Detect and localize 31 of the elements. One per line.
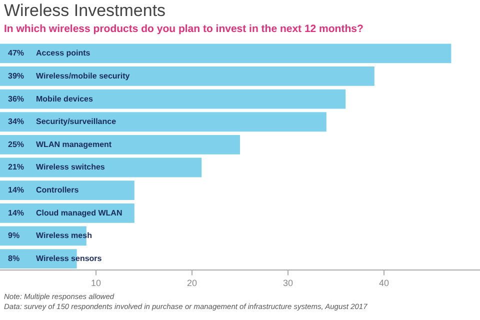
- bar: [0, 158, 202, 178]
- data-label: 14%: [8, 186, 24, 195]
- data-label: 9%: [8, 231, 20, 240]
- data-label: 47%: [8, 48, 24, 58]
- bar: [0, 112, 326, 132]
- data-label: 36%: [8, 94, 24, 104]
- y-tick-label: Mobile devices: [36, 94, 94, 104]
- data-label: 39%: [8, 71, 24, 80]
- y-tick-label: Security/surveillance: [36, 117, 117, 126]
- bar: [0, 180, 134, 200]
- y-tick-label: Wireless/mobile security: [36, 71, 130, 80]
- data-label: 34%: [8, 117, 24, 126]
- data-label: 25%: [8, 140, 24, 149]
- y-tick-label: WLAN management: [36, 140, 112, 149]
- bar: [0, 89, 346, 109]
- x-tick-label: 30: [282, 278, 294, 288]
- data-label: 21%: [8, 162, 24, 172]
- y-tick-label: Access points: [36, 48, 91, 58]
- chart-subtitle: In which wireless products do you plan to invest in the next 12 months?: [4, 23, 364, 35]
- bar: [0, 66, 374, 86]
- data-label: 14%: [8, 208, 24, 218]
- y-tick-label: Cloud managed WLAN: [36, 208, 122, 218]
- chart-title: Wireless Investments: [4, 1, 166, 21]
- x-tick-label: 20: [186, 278, 198, 288]
- bar: [0, 134, 240, 154]
- y-tick-label: Wireless switches: [36, 162, 106, 172]
- x-tick-label: 10: [90, 278, 102, 288]
- y-tick-label: Controllers: [36, 186, 80, 195]
- data-label: 8%: [8, 254, 20, 263]
- bar: [0, 44, 452, 64]
- x-tick-label: 40: [378, 278, 390, 288]
